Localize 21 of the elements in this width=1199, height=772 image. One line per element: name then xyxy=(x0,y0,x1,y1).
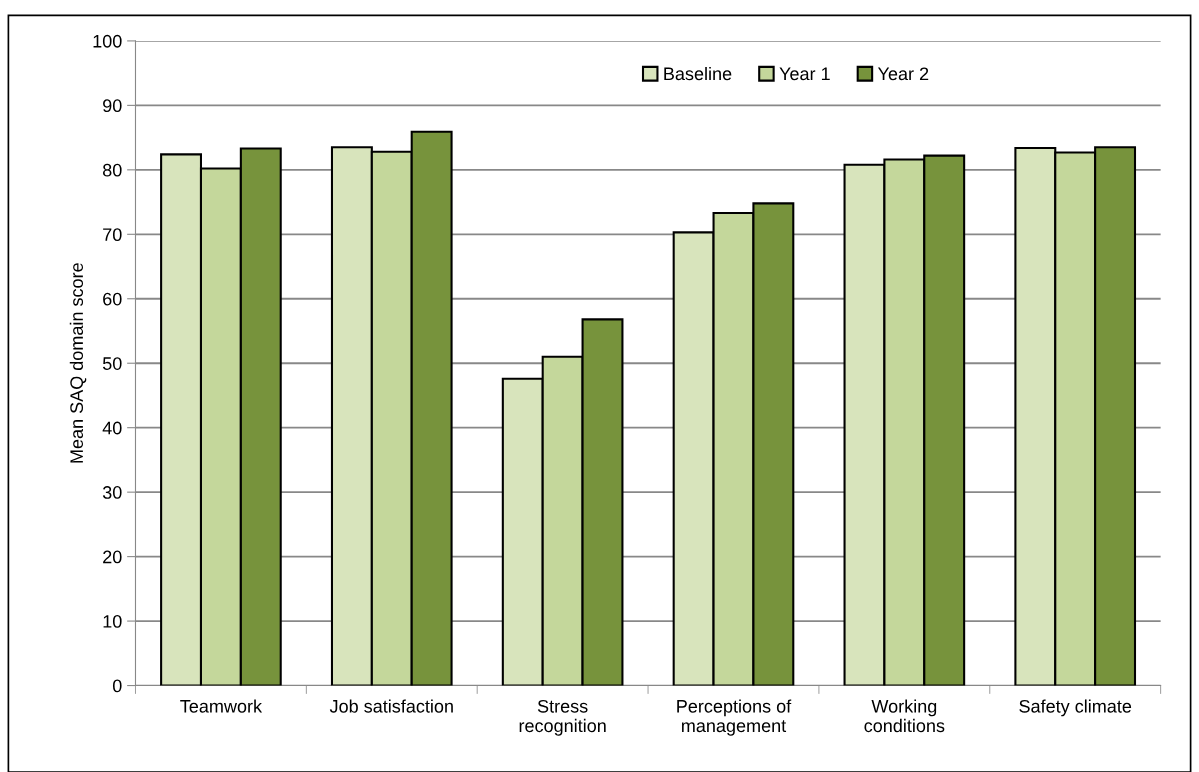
y-axis-title: Mean SAQ domain score xyxy=(69,263,87,463)
legend-label: Year 1 xyxy=(779,67,830,81)
legend-label: Year 2 xyxy=(877,67,929,81)
y-tick-label: 60 xyxy=(103,292,122,306)
y-tick-label: 30 xyxy=(102,486,122,499)
y-tick-label: 80 xyxy=(103,163,122,177)
y-tick-label: 20 xyxy=(103,550,122,564)
y-tick-label: 100 xyxy=(93,34,122,48)
x-tick-label: Safety climate xyxy=(1019,699,1132,717)
y-tick-label: 70 xyxy=(103,228,122,242)
x-tick-label: Perceptions of management xyxy=(677,699,792,736)
x-tick-label: Job satisfaction xyxy=(329,699,453,713)
x-tick-label: Working conditions xyxy=(864,699,945,733)
y-tick-label: 0 xyxy=(112,679,122,693)
y-tick-label: 90 xyxy=(103,99,122,113)
y-tick-label: 40 xyxy=(102,421,122,435)
x-tick-label: Teamwork xyxy=(180,699,263,713)
y-tick-label: 10 xyxy=(103,615,122,628)
y-tick-label: 50 xyxy=(102,357,122,370)
x-tick-label: Stress recognition xyxy=(519,699,606,736)
legend-label: Baseline xyxy=(664,66,732,81)
